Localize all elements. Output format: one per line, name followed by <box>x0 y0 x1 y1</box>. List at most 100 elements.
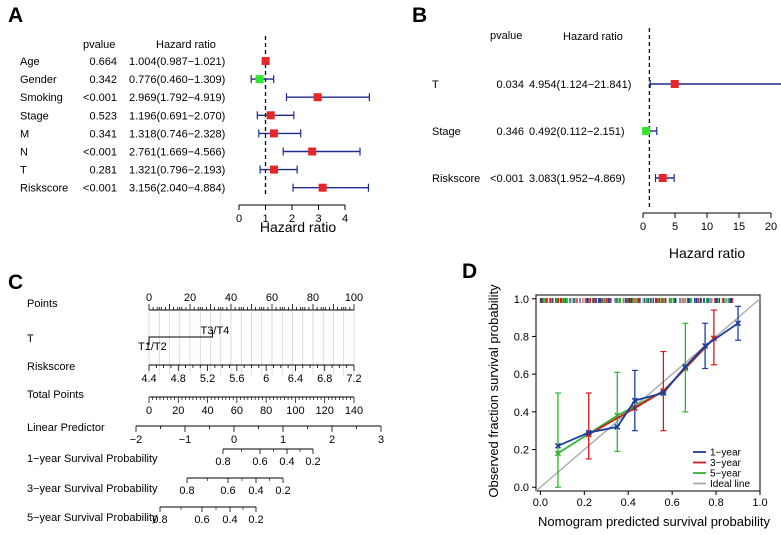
survival-probability-tick-label: 0.2 <box>275 485 290 497</box>
linear-predictor-tick-label: 3 <box>378 434 384 446</box>
forest-row-pvalue: 0.034 <box>496 79 524 91</box>
total-points-tick-label: 0 <box>146 405 152 417</box>
riskscore-tick-label: 6.8 <box>317 373 332 385</box>
ideal-line <box>535 298 761 492</box>
forest-row-label: M <box>20 128 29 140</box>
points-tick-label: 20 <box>184 292 196 304</box>
points-tick-label: 0 <box>146 292 152 304</box>
calibration-series-line <box>557 322 739 447</box>
nomogram-row-label: Total Points <box>27 389 84 401</box>
survival-probability-tick-label: 0.6 <box>194 514 209 526</box>
forest-row-label: Stage <box>432 126 461 138</box>
forest-row-pvalue: 0.664 <box>89 56 117 68</box>
forest-row-hr: 0.492(0.112−2.151) <box>529 126 625 138</box>
forest-row-hr: 1.196(0.691−2.070) <box>129 110 225 122</box>
forest-hr-point <box>318 183 327 192</box>
forest-hr-point <box>270 165 279 174</box>
forest-hr-point <box>670 80 679 88</box>
forest-row-label: T <box>20 165 27 177</box>
forest-row-hr: 4.954(1.124−21.841) <box>529 79 631 91</box>
forest-row-hr: 1.004(0.987−1.021) <box>129 56 225 68</box>
survival-probability-tick-label: 0.6 <box>252 456 267 468</box>
nomogram-row-label: 5−year Survival Probability <box>27 512 158 524</box>
calibration-x-tick-label: 0.2 <box>577 497 592 509</box>
forest-hr-point <box>642 127 651 135</box>
forest-b-x-label: Hazard ratio <box>669 245 745 261</box>
forest-row-pvalue: <0.001 <box>83 92 117 104</box>
forest-row-pvalue: <0.001 <box>490 173 524 185</box>
forest-a-x-label: Hazard ratio <box>260 219 336 235</box>
points-tick-label: 80 <box>307 292 319 304</box>
forest-row-label: Riskscore <box>20 183 68 195</box>
linear-predictor-tick-label: −2 <box>130 434 143 446</box>
linear-predictor-tick-label: 2 <box>329 434 335 446</box>
forest-row-label: Gender <box>20 74 57 86</box>
t-level-label: T1/T2 <box>138 341 167 353</box>
calibration-point <box>660 389 667 397</box>
forest-row-label: Stage <box>20 110 49 122</box>
riskscore-tick-label: 4.8 <box>171 373 186 385</box>
calibration-y-tick-label: 0.8 <box>514 331 529 343</box>
calibration-plot: 0.0 0.2 0.4 0.6 0.8 1.0 0.0 0.2 0.4 0.6 0.8 1.0 1−ye… <box>486 284 770 529</box>
forest-a-pvalue-header: pvalue <box>83 39 115 51</box>
forest-hr-point <box>313 93 322 102</box>
forest-row-pvalue: 0.523 <box>89 110 117 122</box>
calibration-x-label: Nomogram predicted survival probability <box>538 514 770 529</box>
points-tick-label: 60 <box>266 292 278 304</box>
nomogram-row-label: Linear Predictor <box>27 422 105 434</box>
survival-probability-tick-label: 0.6 <box>220 485 235 497</box>
calibration-x-tick-label: 0.6 <box>665 497 680 509</box>
nomogram: Points T Riskscore Total Points Linear Predi… <box>27 292 384 526</box>
legend-label: 1−year <box>710 448 742 459</box>
nomogram-row-label: Points <box>27 298 58 310</box>
calibration-point <box>614 423 621 430</box>
forest-a-hr-header: Hazard ratio <box>156 39 216 51</box>
points-tick-label: 100 <box>345 292 363 304</box>
panel-letter-c: C <box>8 271 23 294</box>
forest-row-hr: 3.156(2.040−4.884) <box>129 183 225 195</box>
nomogram-row-label: 1−year Survival Probability <box>27 453 158 465</box>
legend-label: Ideal line <box>710 479 750 490</box>
forest-hr-point <box>261 57 270 65</box>
forest-row-pvalue: 0.281 <box>89 165 117 177</box>
total-points-tick-label: 60 <box>231 405 243 417</box>
riskscore-tick-label: 5.6 <box>229 373 244 385</box>
linear-predictor-tick-label: 1 <box>280 434 286 446</box>
linear-predictor-tick-label: −1 <box>179 434 192 446</box>
forest-tick-label: 15 <box>733 221 745 233</box>
forest-hr-point <box>308 147 317 156</box>
survival-probability-tick-label: 0.4 <box>222 514 237 526</box>
total-points-tick-label: 120 <box>316 405 334 417</box>
forest-hr-point <box>255 75 264 84</box>
calibration-y-label: Observed fraction survival probability <box>486 284 501 498</box>
calibration-point <box>631 397 638 404</box>
survival-probability-tick-label: 0.4 <box>279 456 294 468</box>
survival-probability-tick-label: 0.4 <box>248 485 263 497</box>
forest-tick-label: 20 <box>765 221 777 233</box>
forest-tick-label: 1 <box>262 213 268 225</box>
forest-row-hr: 1.318(0.746−2.328) <box>129 128 225 140</box>
calibration-point <box>682 363 689 370</box>
calibration-x-tick-label: 0.4 <box>621 497 636 509</box>
panel-letter-b: B <box>412 4 427 27</box>
forest-row-hr: 1.321(0.796−2.193) <box>129 165 225 177</box>
riskscore-tick-label: 6.4 <box>288 373 303 385</box>
calibration-point <box>734 320 742 327</box>
forest-row-hr: 0.776(0.460−1.309) <box>129 74 225 86</box>
forest-row-pvalue: 0.346 <box>496 126 524 138</box>
forest-hr-point <box>269 129 278 138</box>
calibration-series-line <box>588 337 715 436</box>
riskscore-tick-label: 6 <box>263 373 269 385</box>
calibration-plot-frame <box>535 294 761 492</box>
survival-probability-tick-label: 0.8 <box>152 514 167 526</box>
t-axis <box>148 330 214 345</box>
total-points-tick-label: 40 <box>201 405 213 417</box>
total-points-tick-label: 80 <box>260 405 272 417</box>
nomogram-row-label: Riskscore <box>27 361 75 373</box>
calibration-point <box>554 450 562 457</box>
forest-row-hr: 2.761(1.669−4.566) <box>129 147 225 159</box>
forest-tick-label: 0 <box>640 221 646 233</box>
calibration-x-tick-label: 0.0 <box>533 497 548 509</box>
forest-tick-label: 3 <box>315 213 321 225</box>
